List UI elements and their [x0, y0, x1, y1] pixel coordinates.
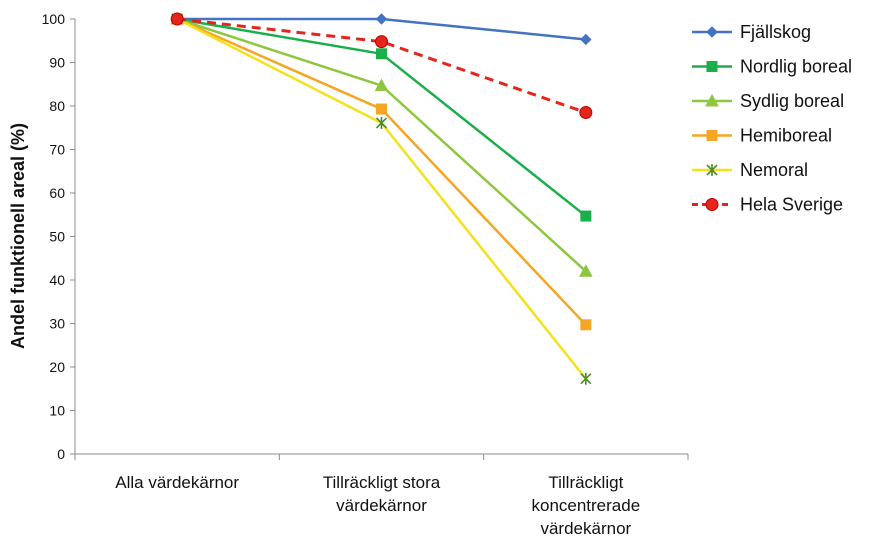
x-category-label-line: värdekärnor	[540, 519, 631, 538]
y-tick-label: 60	[49, 185, 65, 201]
marker-square	[580, 210, 592, 222]
legend-label: Nordlig boreal	[740, 57, 852, 77]
legend-label: Sydlig boreal	[740, 91, 844, 111]
x-category-label-line: värdekärnor	[336, 496, 427, 515]
marker-diamond	[706, 26, 718, 38]
y-tick-label: 100	[42, 11, 66, 27]
x-category-label-line: koncentrerade	[531, 496, 640, 515]
x-category-label: Tillräckligt koncentrerade värdekärnor	[531, 473, 640, 538]
x-category-label: Alla värdekärnor	[115, 473, 239, 492]
marker-circle	[705, 198, 719, 211]
marker-diamond	[580, 33, 592, 46]
legend-item: Hemiboreal	[692, 126, 832, 146]
marker-diamond	[375, 13, 388, 25]
marker-triangle	[374, 78, 389, 92]
legend: Fjällskog Nordlig boreal Sydlig boreal Hemi…	[692, 22, 852, 215]
series-hemiboreal	[171, 13, 592, 331]
legend-label: Fjällskog	[740, 22, 811, 42]
marker-triangle	[578, 264, 593, 277]
marker-square	[706, 130, 718, 141]
legend-label: Hemiboreal	[740, 126, 832, 146]
marker-square	[706, 61, 718, 72]
y-tick-label: 20	[49, 359, 65, 375]
y-tick-label: 10	[49, 403, 65, 419]
x-category-label-line: Tillräckligt	[548, 473, 623, 492]
y-tick-label: 50	[49, 229, 65, 245]
x-category-label: Tillräckligt stora värdekärnor	[323, 473, 441, 515]
legend-label: Nemoral	[740, 160, 808, 180]
legend-item: Hela Sverige	[692, 195, 843, 215]
series-line	[176, 17, 587, 380]
x-category-label-line: Alla värdekärnor	[115, 473, 239, 492]
marker-square	[376, 103, 387, 115]
marker-square	[376, 48, 387, 60]
series-hela-sverige	[170, 12, 593, 120]
x-category-label-line: Tillräckligt stora	[323, 473, 441, 492]
legend-item: Nemoral	[692, 160, 808, 180]
marker-star	[375, 116, 388, 129]
marker-circle	[579, 106, 593, 120]
y-tick-label: 70	[49, 142, 65, 158]
legend-label: Hela Sverige	[740, 195, 843, 215]
legend-item: Fjällskog	[692, 22, 811, 42]
legend-item: Nordlig boreal	[692, 57, 852, 77]
marker-triangle	[705, 93, 719, 107]
series-line	[176, 17, 587, 326]
marker-circle	[375, 35, 388, 49]
y-tick-label: 30	[49, 316, 65, 332]
series-line	[177, 17, 587, 114]
series-layer	[170, 11, 593, 385]
marker-star	[706, 164, 718, 176]
marker-circle	[170, 12, 184, 26]
y-tick-label: 90	[49, 55, 65, 71]
y-tick-label: 40	[49, 272, 65, 288]
y-tick-label: 0	[57, 446, 65, 462]
series-nemoral	[171, 13, 592, 385]
legend-item: Sydlig boreal	[692, 91, 844, 111]
marker-square	[580, 319, 592, 331]
y-axis-label: Andel funktionell areal (%)	[8, 123, 28, 349]
marker-star	[580, 372, 592, 385]
y-tick-label: 80	[49, 98, 65, 114]
axes: 0 10 20 30 40 50 60 70 80 90 100 Alla värdekärnor Ti…	[42, 11, 689, 538]
